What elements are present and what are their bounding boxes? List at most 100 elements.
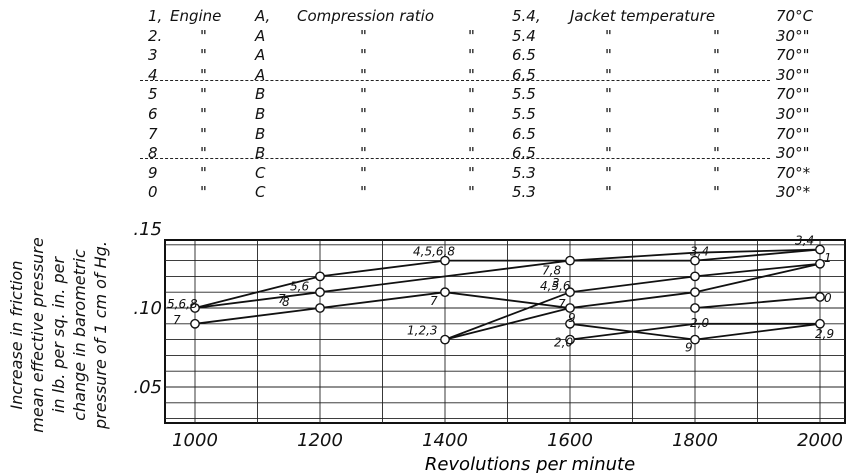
x-tick-label: 1000 bbox=[172, 430, 218, 451]
data-point bbox=[815, 244, 825, 255]
legend-row: 0 " C " " 5.3 " " 30°* bbox=[0, 182, 854, 202]
legend-row: 1, Engine A, Compression ratio 5.4, Jacket te… bbox=[0, 6, 854, 26]
data-point bbox=[565, 334, 575, 345]
data-point bbox=[690, 303, 700, 313]
point-annotation: 7 bbox=[558, 297, 566, 311]
data-point bbox=[190, 303, 200, 313]
legend-comp-ditto: " bbox=[468, 105, 475, 123]
x-tick-label: 1800 bbox=[672, 430, 718, 451]
legend-row: 7 " B " " 6.5 " " 70°" bbox=[0, 124, 854, 144]
legend-jacket-ditto: " bbox=[713, 46, 720, 65]
legend-engine: C bbox=[255, 163, 266, 182]
y-axis-label-line: mean effective pressure bbox=[28, 237, 47, 433]
legend-engine-word: Engine bbox=[170, 7, 222, 25]
legend-ratio: 6.5 bbox=[512, 144, 536, 163]
legend-engine: A bbox=[255, 46, 266, 65]
legend-engine-word: " bbox=[200, 163, 207, 182]
legend-num: 5 bbox=[148, 85, 158, 104]
legend-engine: A bbox=[255, 26, 266, 45]
data-point bbox=[690, 271, 700, 282]
point-annotation: 9 bbox=[568, 311, 576, 325]
legend-comp-word: " bbox=[360, 163, 367, 182]
legend-ratio: 5.3 bbox=[512, 163, 536, 182]
data-point bbox=[690, 255, 700, 266]
legend-row: 9 " C " " 5.3 " " 70°* bbox=[0, 163, 854, 183]
data-point bbox=[815, 292, 825, 302]
point-annotation: 7 bbox=[430, 294, 438, 308]
data-point bbox=[690, 287, 700, 298]
data-point bbox=[315, 303, 325, 313]
legend-ratio: 5.4 bbox=[512, 26, 536, 45]
legend-comp-word: " bbox=[360, 183, 367, 202]
legend-temp: 30°" bbox=[776, 105, 810, 123]
legend-engine: B bbox=[255, 144, 266, 163]
point-annotation: 1 bbox=[824, 251, 832, 265]
legend-jacket-word: " bbox=[605, 26, 612, 45]
legend-engine: A bbox=[255, 65, 266, 84]
legend-comp-word: " bbox=[360, 124, 367, 143]
legend-ratio: 5.5 bbox=[512, 105, 536, 123]
point-annotation: 7,8 bbox=[542, 264, 561, 278]
legend-row: 6 " B " " 5.5 " " 30°" bbox=[0, 104, 854, 124]
legend-jacket-word: " bbox=[605, 183, 612, 202]
point-annotation: 2,0 bbox=[554, 336, 573, 350]
legend-row: 2. " A " " 5.4 " " 30°" bbox=[0, 26, 854, 46]
legend-ratio: 6.5 bbox=[512, 65, 536, 84]
legend-row: 3 " A " " 6.5 " " 70°" bbox=[0, 45, 854, 65]
legend-comp-word: " bbox=[360, 65, 367, 84]
legend-comp-ditto: " bbox=[468, 183, 475, 202]
point-annotation: 7 bbox=[278, 292, 286, 306]
point-annotation: 8 bbox=[282, 295, 290, 309]
y-tick-label: .10 bbox=[133, 298, 162, 319]
legend-jacket-word: " bbox=[605, 124, 612, 143]
series-line bbox=[194, 248, 821, 309]
point-annotation: 1,2,3 bbox=[407, 324, 438, 338]
y-axis-label-line: change in barometric bbox=[70, 249, 89, 421]
legend-engine-word: " bbox=[200, 26, 207, 45]
legend-jacket-ditto: " bbox=[713, 163, 720, 182]
chart-markers bbox=[190, 244, 825, 345]
legend-row: 8 " B " " 6.5 " " 30°" bbox=[0, 143, 854, 163]
legend-num: 2. bbox=[148, 26, 163, 45]
data-point bbox=[565, 255, 575, 266]
legend-engine-word: " bbox=[200, 85, 207, 104]
data-point bbox=[690, 334, 700, 345]
point-annotation: 9 bbox=[685, 341, 693, 355]
legend: 1, Engine A, Compression ratio 5.4, Jacket te… bbox=[0, 6, 854, 202]
legend-jacket-ditto: " bbox=[713, 124, 720, 143]
y-axis-label-line: in lb. per sq. in. per bbox=[49, 256, 68, 414]
legend-comp-ditto: " bbox=[468, 65, 475, 84]
point-annotation: 0 bbox=[824, 291, 832, 305]
legend-temp: 70°* bbox=[776, 163, 811, 182]
legend-comp-ditto: " bbox=[468, 85, 475, 104]
x-tick-label: 1200 bbox=[297, 430, 343, 451]
legend-row: 4 " A " " 6.5 " " 30°" bbox=[0, 65, 854, 85]
legend-comp-word: Compression ratio bbox=[297, 7, 435, 25]
legend-jacket-word: " bbox=[605, 144, 612, 163]
legend-engine: A, bbox=[255, 7, 271, 25]
series-line bbox=[569, 322, 820, 341]
point-annotation: 4,5,6,8 bbox=[413, 245, 455, 259]
legend-jacket-word: " bbox=[605, 85, 612, 104]
legend-comp-ditto: " bbox=[468, 124, 475, 143]
point-annotation: 3,4 bbox=[690, 245, 709, 259]
legend-jacket-word: " bbox=[605, 46, 612, 65]
legend-engine-word: " bbox=[200, 65, 207, 84]
legend-jacket-word: Jacket temperature bbox=[570, 7, 716, 25]
point-annotation: 4,5,6 bbox=[540, 279, 571, 293]
legend-ratio: 5.5 bbox=[512, 85, 536, 104]
legend-engine-word: " bbox=[200, 144, 207, 163]
chart-annotations: 5,6,875,6874,5,6,871,2,37,84,5,63792,03,… bbox=[167, 234, 834, 355]
y-axis-label-line: pressure of 1 cm of Hg. bbox=[91, 241, 110, 430]
legend-ratio: 6.5 bbox=[512, 124, 536, 143]
legend-ratio: 5.3 bbox=[512, 183, 536, 202]
legend-temp: 70°" bbox=[776, 46, 810, 65]
legend-jacket-ditto: " bbox=[713, 183, 720, 202]
chart-ticks: 1000 1200 1400 1600 1800 2000 .05 .10 .15 bbox=[133, 219, 843, 451]
legend-jacket-word: " bbox=[605, 163, 612, 182]
legend-engine-word: " bbox=[200, 105, 207, 123]
data-point bbox=[565, 318, 575, 329]
series-line bbox=[444, 262, 821, 341]
legend-jacket-ditto: " bbox=[713, 144, 720, 163]
data-point bbox=[815, 318, 825, 329]
